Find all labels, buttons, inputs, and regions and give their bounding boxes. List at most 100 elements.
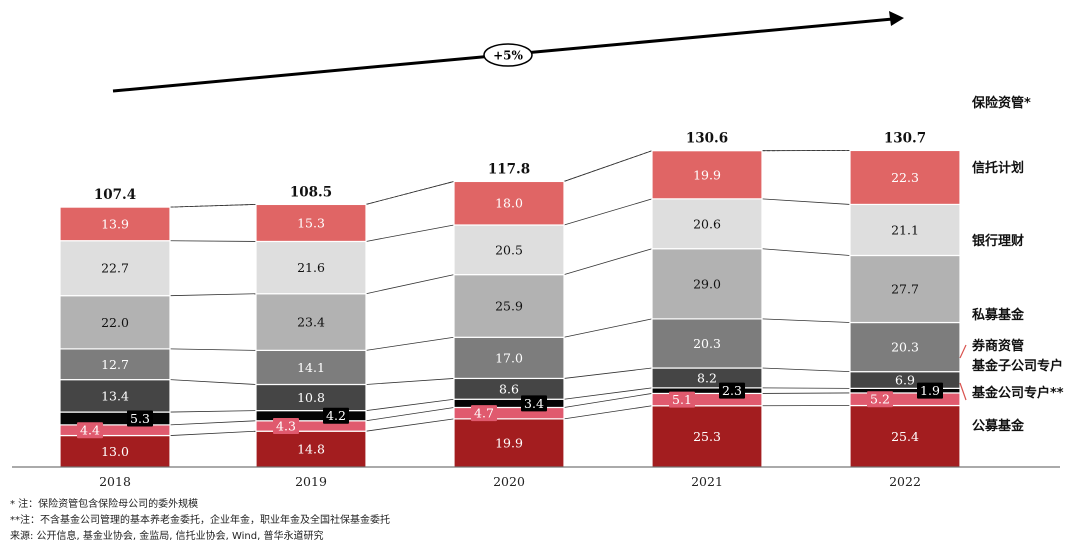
total-label-2018: 107.4 — [94, 187, 136, 203]
value-label-2021-s6: 20.6 — [693, 216, 721, 231]
connector-0-3 — [169, 410, 257, 413]
value-label-2018-s6: 22.7 — [101, 261, 129, 276]
bar-segment-2022-s7 — [849, 149, 961, 206]
legend-label-s2: 基金子公司专户 — [971, 358, 1063, 374]
value-label-2020-s6: 20.5 — [495, 242, 523, 257]
x-tick-labels: 2018 2019 2020 2021 2022 — [99, 474, 921, 489]
value-label-2021-s3: 8.2 — [697, 370, 717, 385]
value-label-2018-s1: 4.4 — [80, 423, 100, 438]
value-label-2018-s7: 13.9 — [101, 216, 129, 231]
footnote-source: 来源: 公开信息, 基金业协会, 金监局, 信托业协会, Wind, 普华永道研… — [10, 531, 324, 542]
bars-layer — [59, 149, 961, 468]
value-label-2020-s7: 18.0 — [495, 196, 523, 211]
value-label-bg-2018-s1 — [77, 422, 103, 439]
value-label-bg-2022-s1 — [867, 391, 893, 408]
stacked-bar-chart: 13.04.4 5.313.4 12.7 22.0 22.7 13.9 14.84.3 4.2… — [12, 11, 1064, 489]
x-tick-2021: 2021 — [691, 474, 723, 489]
value-label-2019-s7: 15.3 — [297, 215, 325, 230]
bar-segment-2018-s5 — [59, 295, 171, 350]
bar-segment-2019-s7 — [255, 203, 367, 243]
connector-3-4 — [761, 367, 851, 373]
connector-1-5 — [365, 336, 455, 351]
connector-3-6 — [761, 248, 851, 256]
total-label-2021: 130.6 — [686, 131, 728, 147]
growth-label: +5% — [493, 49, 523, 63]
bar-segment-2019-s5 — [255, 293, 367, 351]
x-tick-2022: 2022 — [889, 474, 921, 489]
value-label-2022-s2: 1.9 — [920, 383, 940, 398]
value-label-2022-s5: 27.7 — [891, 282, 919, 297]
total-label-2022: 130.7 — [884, 130, 926, 146]
bar-segment-2022-s1 — [849, 392, 961, 407]
value-label-2019-s0: 14.8 — [297, 442, 325, 457]
value-labels-layer: 13.04.4 5.313.4 12.7 22.0 22.7 13.9 14.84.3 4.2… — [77, 167, 943, 459]
value-label-bg-2020-s1 — [471, 405, 497, 422]
bar-segment-2021-s2 — [651, 387, 763, 395]
connector-2-1 — [563, 405, 653, 420]
value-label-bg-2022-s2 — [917, 382, 943, 399]
bar-segment-2020-s1 — [453, 406, 565, 420]
value-label-2019-s2: 4.2 — [326, 408, 346, 423]
legend-label-s6: 信托计划 — [972, 160, 1024, 176]
value-label-2019-s5: 23.4 — [297, 315, 325, 330]
growth-annotation: +5% — [112, 11, 904, 93]
value-label-bg-2018-s2 — [127, 410, 153, 427]
value-label-2018-s0: 13.0 — [101, 444, 129, 459]
legend-label-s0: 公募基金 — [972, 418, 1025, 434]
connector-3-5 — [761, 318, 851, 323]
bar-segment-2021-s1 — [651, 392, 763, 407]
bar-segment-2020-s5 — [453, 274, 565, 338]
value-label-2020-s3: 8.6 — [499, 381, 519, 396]
connector-0-7 — [169, 240, 257, 242]
footnote-insurance: * 注：保险资管包含保险母公司的委外规模 — [10, 499, 199, 510]
bar-segment-2022-s5 — [849, 254, 961, 324]
connector-3-7 — [761, 198, 851, 205]
value-label-2018-s2: 5.3 — [130, 411, 150, 426]
connector-1-6 — [365, 274, 455, 295]
value-label-2022-s3: 6.9 — [895, 373, 915, 388]
connector-2-3 — [563, 387, 653, 400]
legend-label-s7: 保险资管* — [971, 95, 1031, 111]
legend-label-s3: 券商资管 — [971, 338, 1024, 354]
bar-segment-2021-s0 — [651, 405, 763, 468]
value-label-2018-s4: 12.7 — [101, 357, 129, 372]
connector-1-1 — [365, 418, 455, 432]
value-label-2019-s3: 10.8 — [297, 390, 325, 405]
bar-segment-2019-s3 — [255, 383, 367, 412]
value-label-2022-s1: 5.2 — [870, 392, 890, 407]
total-label-2020: 117.8 — [488, 161, 530, 177]
value-label-2021-s4: 20.3 — [693, 336, 721, 351]
value-label-bg-2019-s1 — [273, 417, 299, 434]
bar-segment-2020-s6 — [453, 224, 565, 276]
connector-2-7 — [563, 198, 653, 226]
bar-segment-2018-s4 — [59, 348, 171, 381]
connector-0-6 — [169, 293, 257, 297]
connector-1-7 — [365, 224, 455, 242]
value-label-2018-s3: 13.4 — [101, 388, 129, 403]
legend-label-s5: 银行理财 — [972, 233, 1024, 249]
bar-segment-2018-s0 — [59, 434, 171, 468]
bar-segment-2019-s4 — [255, 349, 367, 386]
bar-segment-2018-s3 — [59, 379, 171, 413]
bar-segment-2019-s6 — [255, 240, 367, 295]
connector-0-1 — [169, 430, 257, 436]
value-label-bg-2020-s2 — [521, 395, 547, 412]
value-label-2021-s5: 29.0 — [693, 276, 721, 291]
total-labels: 107.4 108.5 117.8 130.6 130.7 — [94, 130, 926, 203]
x-tick-2020: 2020 — [493, 474, 525, 489]
value-label-2020-s2: 3.4 — [524, 396, 544, 411]
legend-label-s1: 基金公司专户** — [971, 385, 1064, 401]
bar-segment-2019-s2 — [255, 410, 367, 422]
value-label-2021-s2: 2.3 — [722, 383, 742, 398]
bar-segment-2022-s0 — [849, 404, 961, 468]
value-label-2020-s4: 17.0 — [495, 350, 523, 365]
connector-1-4 — [365, 378, 455, 385]
connector-0-2 — [169, 420, 257, 426]
legend-label-s4: 私募基金 — [972, 307, 1025, 323]
value-label-2020-s1: 4.7 — [474, 406, 494, 421]
connector-2-2 — [563, 393, 653, 408]
bar-segment-2020-s7 — [453, 180, 565, 226]
value-label-2021-s0: 25.3 — [693, 429, 721, 444]
bar-segment-2018-s2 — [59, 411, 171, 426]
top-connector-2 — [563, 150, 653, 182]
